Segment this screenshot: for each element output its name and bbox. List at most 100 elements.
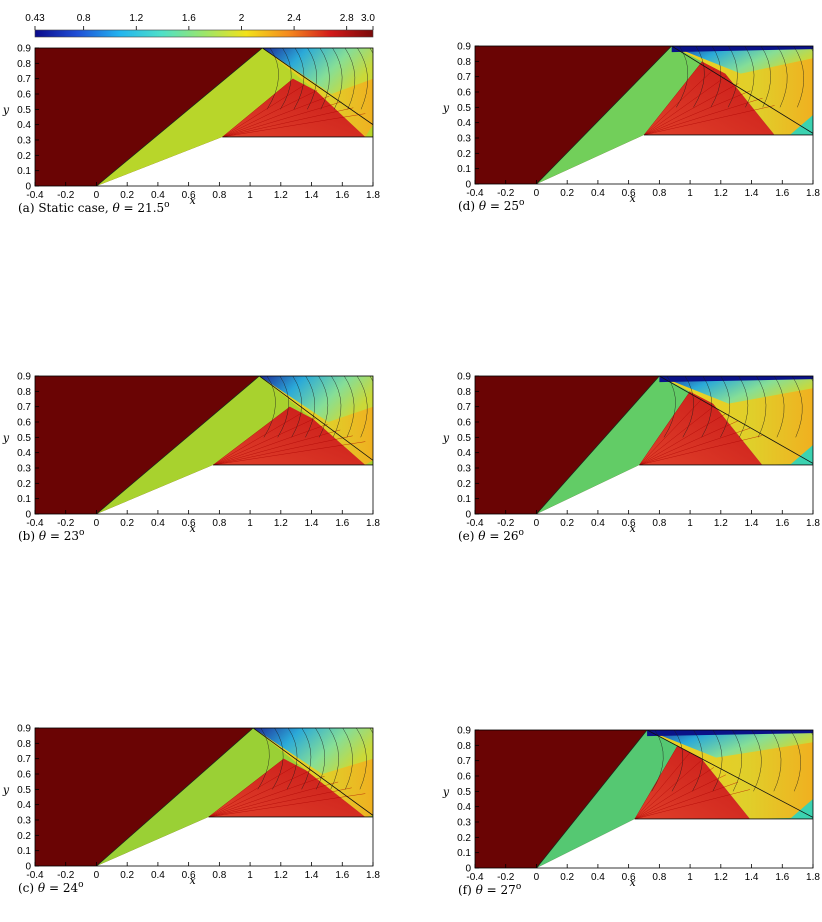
caption-label: (d) xyxy=(458,199,479,213)
panel-a-field xyxy=(35,48,373,186)
panel-f: -0.4 -0.2 0 0.2 0.4 0.6 0.8 1 1.2 1.4 1.6 1.8 0 0.1 0.… xyxy=(440,722,822,922)
expansion-fan-region xyxy=(213,406,366,465)
y-tick-label: 0.2 xyxy=(457,833,471,844)
panel-a: -0.4 -0.2 0 0.2 0.4 0.6 0.8 1 1.2 1.4 1.6 1.8 0 0.1 0.… xyxy=(0,40,390,240)
y-tick-label: 0.4 xyxy=(457,118,471,129)
panel-b-plot: -0.4 -0.2 0 0.2 0.4 0.6 0.8 1 1.2 1.4 1.6 1.8 0 0.1 0.… xyxy=(2,372,380,536)
x-tick-label: 0.6 xyxy=(622,872,636,883)
y-tick-label: 0.3 xyxy=(457,464,471,475)
incident-shock xyxy=(536,46,672,184)
y-tick-label: 0.5 xyxy=(17,785,31,796)
x-tick-label: 0.6 xyxy=(182,190,196,201)
x-tick-label: 0.4 xyxy=(151,190,165,201)
x-tick-label: 1 xyxy=(687,188,693,199)
x-tick-label: 0.4 xyxy=(591,872,605,883)
y-tick-label: 0.6 xyxy=(17,90,31,101)
expansion-fan-region xyxy=(644,61,775,135)
reflected-shock xyxy=(659,376,813,464)
fan-ray xyxy=(643,75,727,136)
y-tick-label: 0.7 xyxy=(457,402,471,413)
x-axis-label: x xyxy=(630,192,637,205)
contour-line xyxy=(356,728,367,790)
fan-ray xyxy=(634,759,703,820)
solid-wedge xyxy=(96,464,373,514)
caption-degree-mark: o xyxy=(518,528,524,538)
y-tick-label: 0.9 xyxy=(17,724,31,735)
fan-ray xyxy=(222,78,294,138)
panel-b: -0.4 -0.2 0 0.2 0.4 0.6 0.8 1 1.2 1.4 1.6 1.8 0 0.1 0.… xyxy=(0,368,390,568)
caption-degree-mark: o xyxy=(79,528,85,538)
y-tick-label: 0.4 xyxy=(17,448,31,459)
contour-line xyxy=(712,730,723,792)
y-tick-label: 0.8 xyxy=(457,57,471,68)
incident-shock xyxy=(96,376,260,514)
x-axis-label: x xyxy=(190,522,197,535)
y-tick-label: 0 xyxy=(465,864,471,875)
y-tick-label: 0.8 xyxy=(17,739,31,750)
expansion-fan-region xyxy=(222,78,366,137)
contour-line xyxy=(671,730,684,792)
caption-label: (f) xyxy=(458,883,476,897)
y-tick-label: 0.7 xyxy=(17,754,31,765)
y-tick-label: 0.9 xyxy=(17,372,31,383)
colorbar-tick-label: 3.0 xyxy=(361,13,375,24)
fan-ray xyxy=(643,105,775,136)
fan-ray xyxy=(639,435,763,466)
x-tick-label: 1.4 xyxy=(745,188,759,199)
fan-ray xyxy=(643,83,739,136)
incident-shock xyxy=(96,728,254,866)
x-tick-label: 0.6 xyxy=(182,518,196,529)
y-tick-label: 0.4 xyxy=(457,448,471,459)
x-tick-label: 0.8 xyxy=(212,870,226,881)
y-tick-label: 0.5 xyxy=(17,433,31,444)
y-tick-label: 0.2 xyxy=(457,479,471,490)
x-axis-label: x xyxy=(190,194,197,207)
contour-line xyxy=(701,376,712,438)
contour-line xyxy=(756,376,767,438)
fan-ray xyxy=(222,107,354,138)
contour-line xyxy=(342,728,353,790)
y-tick-label: 0.3 xyxy=(17,136,31,147)
y-tick-label: 0.7 xyxy=(457,72,471,83)
reflected-shock xyxy=(646,730,813,818)
x-tick-label: 1.4 xyxy=(305,870,319,881)
mach-stem-region xyxy=(647,730,813,737)
x-tick-label: 1.8 xyxy=(806,188,820,199)
fan-ray xyxy=(208,787,352,818)
fan-ray xyxy=(208,793,366,818)
y-axis-label: y xyxy=(2,103,10,116)
y-axis-label: y xyxy=(442,101,450,114)
contour-line xyxy=(356,376,368,438)
caption-degree-mark: o xyxy=(78,880,84,890)
fan-ray xyxy=(643,90,751,136)
mach-stem-region xyxy=(671,46,813,53)
x-tick-label: 1 xyxy=(687,518,693,529)
colorbar-tick-label: 0.8 xyxy=(77,13,91,24)
y-tick-label: 0 xyxy=(25,510,31,521)
caption-degree-mark: o xyxy=(515,882,522,892)
contour-line xyxy=(651,730,664,792)
contour-line xyxy=(263,376,276,438)
fan-ray xyxy=(208,775,325,818)
y-tick-label: 0.1 xyxy=(457,848,471,859)
x-tick-label: 0 xyxy=(534,188,540,199)
y-tick-label: 0 xyxy=(25,182,31,193)
panel-c-plot: -0.4 -0.2 0 0.2 0.4 0.6 0.8 1 1.2 1.4 1.6 1.8 0 0.1 0.… xyxy=(2,724,380,888)
x-tick-label: 0.4 xyxy=(591,518,605,529)
y-tick-label: 0.8 xyxy=(457,387,471,398)
x-tick-label: 0.8 xyxy=(652,872,666,883)
contour-line xyxy=(727,46,738,108)
panel-caption: (b) θ = 23o xyxy=(18,528,84,543)
reflected-shock xyxy=(259,376,373,461)
x-tick-label: 1.4 xyxy=(745,518,759,529)
fan-ray xyxy=(222,95,330,138)
contour-line xyxy=(291,376,302,438)
y-tick-label: 0.8 xyxy=(17,59,31,70)
y-axis-label: y xyxy=(442,431,450,444)
x-tick-label: -0.2 xyxy=(497,188,515,199)
x-tick-label: 0.2 xyxy=(120,870,134,881)
contour-line xyxy=(357,48,368,110)
caption-degree-mark: o xyxy=(519,198,525,208)
downstream-region xyxy=(659,376,813,465)
x-tick-label: -0.4 xyxy=(26,870,44,881)
